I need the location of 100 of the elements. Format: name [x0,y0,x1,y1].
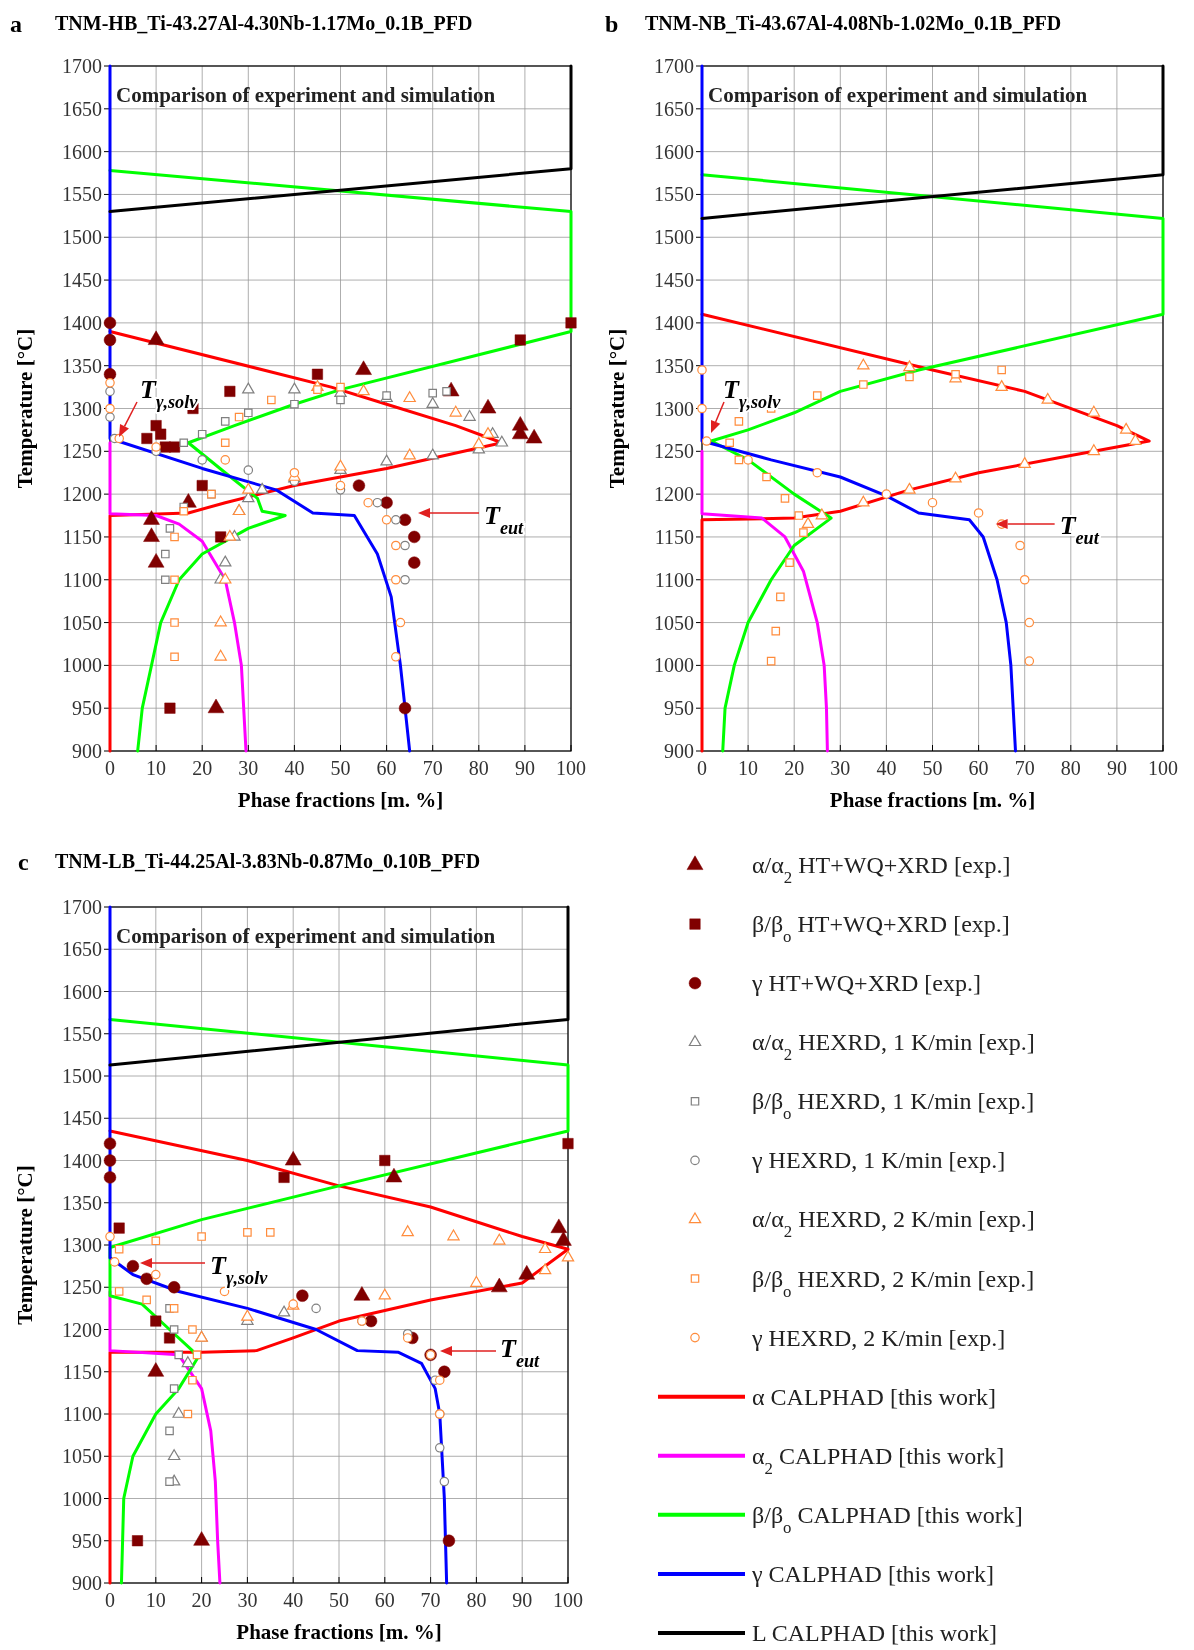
y-tick-label: 1000 [62,1487,102,1510]
legend-label: β/β$_{o}$ HEXRD, 2 K/min [exp.] [752,1265,1035,1301]
annotation: Comparison of experiment and simulation [708,83,1088,107]
x-tick-label: 50 [329,1589,349,1611]
x-tick-label: 80 [466,1589,487,1611]
x-tick-label: 90 [1106,757,1127,779]
y-tick-label: 1600 [62,980,102,1003]
annotation: T$_{eut}$ [484,501,525,538]
x-tick-label: 70 [420,1589,441,1611]
x-tick-label: 80 [1060,757,1081,779]
y-tick-label: 900 [72,740,102,762]
y-tick-label: 1700 [62,55,102,77]
legend-label: L CALPHAD [this work] [752,1620,998,1646]
text: b [605,11,619,37]
y-tick-label: 1450 [62,269,102,292]
legend-label: α$_{2}$ CALPHAD [this work] [752,1442,1005,1478]
x-tick-label: 70 [422,757,443,779]
x-tick-label: 40 [284,757,305,779]
y-tick-label: 1400 [62,1149,102,1172]
y-tick-label: 1650 [62,938,102,961]
y-tick-label: 1200 [62,1318,102,1341]
x-tick-label: 20 [191,1589,212,1611]
x-tick-label: 20 [784,757,805,779]
legend-label: γ HT+WQ+XRD [exp.] [751,970,981,997]
y-tick-label: 1550 [654,183,694,206]
x-tick-label: 0 [105,757,115,779]
y-tick-label: 950 [664,697,694,720]
y-tick-label: 1350 [62,354,102,377]
annotation: T$_{γ,solv}$ [210,1251,269,1288]
y-tick-label: 1050 [62,611,102,634]
legend-label: γ CALPHAD [this work] [751,1560,994,1587]
chart-title: TNM-HB_Ti-43.27Al-4.30Nb-1.17Mo_0.1B_PFD [55,12,473,34]
legend-label: β/β$_{o}$ CALPHAD [this work] [752,1501,1023,1537]
chart-title: TNM-LB_Ti-44.25Al-3.83Nb-0.87Mo_0.10B_PFD [55,850,481,872]
y-tick-label: 1250 [62,1276,102,1299]
y-tick-label: 1150 [62,1360,102,1383]
x-tick-label: 90 [514,757,535,779]
y-tick-label: 1100 [654,568,694,591]
y-tick-label: 1450 [654,269,694,292]
y-tick-label: 1150 [654,525,694,548]
legend-label: α CALPHAD [this work] [752,1383,996,1410]
legend-label: β/β$_{o}$ HEXRD, 1 K/min [exp.] [752,1088,1035,1123]
y-tick-label: 1150 [62,525,102,548]
x-axis-title: Phase fractions [m. %] [829,788,1036,812]
y-tick-label: 1600 [62,140,102,163]
legend-label: γ HEXRD, 1 K/min [exp.] [751,1147,1006,1174]
y-axis-title: Temperature [°C] [13,1165,37,1325]
y-tick-label: 1300 [654,397,694,420]
x-tick-label: 60 [376,757,397,779]
x-tick-label: 10 [146,757,167,779]
text: a [10,11,22,37]
y-tick-label: 1700 [654,55,694,77]
y-tick-label: 1100 [62,568,102,591]
y-tick-label: 1550 [62,183,102,206]
text: c [18,849,29,875]
y-tick-label: 900 [72,1572,102,1594]
y-tick-label: 1650 [654,97,694,120]
y-tick-label: 950 [72,1529,102,1552]
chart-title: TNM-NB_Ti-43.67Al-4.08Nb-1.02Mo_0.1B_PFD [645,12,1062,34]
x-tick-label: 30 [238,757,259,779]
x-axis-title: Phase fractions [m. %] [236,1620,442,1644]
annotation: T$_{eut}$ [500,1334,541,1371]
y-tick-label: 1300 [62,397,102,420]
annotation: T$_{γ,solv}$ [140,375,199,412]
x-tick-label: 60 [968,757,989,779]
y-tick-label: 1200 [654,483,694,506]
y-tick-label: 1250 [62,440,102,463]
y-tick-label: 1350 [654,354,694,377]
x-tick-label: 90 [512,1589,533,1611]
y-tick-label: 1250 [654,440,694,463]
x-tick-label: 40 [283,1589,304,1611]
y-tick-label: 1000 [654,654,694,677]
y-tick-label: 1050 [62,1445,102,1468]
x-tick-label: 20 [192,757,213,779]
y-tick-label: 1650 [62,97,102,120]
x-tick-label: 100 [553,1589,583,1611]
y-tick-label: 1600 [654,140,694,163]
y-tick-label: 900 [664,740,694,762]
x-tick-label: 30 [237,1589,258,1611]
y-tick-label: 1000 [62,654,102,677]
x-tick-label: 50 [922,757,943,779]
x-tick-label: 30 [830,757,851,779]
y-tick-label: 1500 [654,226,694,249]
x-tick-label: 100 [1148,757,1178,779]
x-tick-label: 0 [105,1589,115,1611]
y-axis-title: Temperature [°C] [13,328,37,489]
legend-label: α/α$_{2}$ HEXRD, 2 K/min [exp.] [752,1206,1035,1241]
y-tick-label: 1400 [62,311,102,334]
annotation: T$_{eut}$ [1059,511,1100,549]
legend-label: α/α$_{2}$ HEXRD, 1 K/min [exp.] [752,1029,1035,1064]
x-tick-label: 100 [556,757,586,779]
y-tick-label: 1550 [62,1022,102,1045]
y-tick-label: 1500 [62,1065,102,1087]
x-axis-title: Phase fractions [m. %] [237,788,444,812]
x-tick-label: 70 [1014,757,1035,779]
x-tick-label: 60 [374,1589,395,1611]
x-tick-label: 80 [468,757,489,779]
x-tick-label: 0 [697,757,707,779]
legend-label: γ HEXRD, 2 K/min [exp.] [751,1324,1006,1351]
x-tick-label: 50 [330,757,351,779]
